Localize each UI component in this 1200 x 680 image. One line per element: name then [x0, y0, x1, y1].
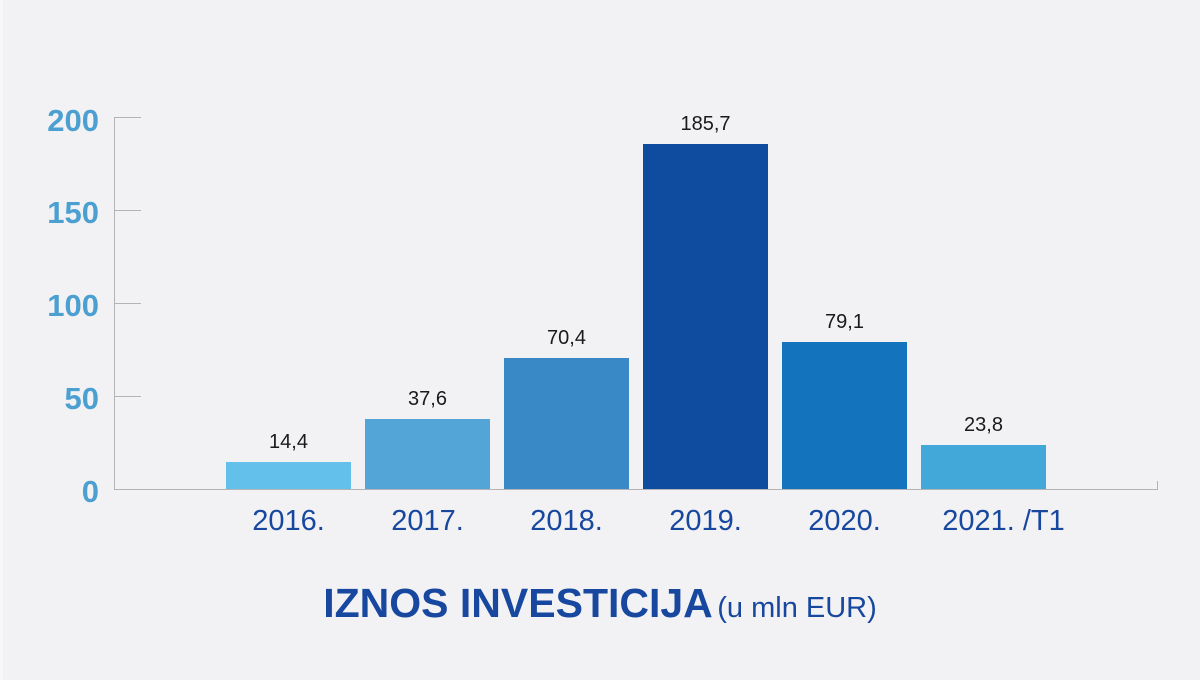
- chart-title: IZNOS INVESTICIJA (u mln EUR): [0, 583, 1200, 624]
- y-tick-label: 200: [47, 103, 99, 138]
- x-axis-end-tick: [1157, 481, 1158, 490]
- bar-2016: [226, 462, 351, 489]
- chart-title-unit: (u mln EUR): [717, 592, 877, 624]
- x-tick-label: 2020.: [808, 505, 881, 537]
- x-axis-line: [114, 489, 1158, 490]
- y-tick-label: 50: [64, 381, 99, 416]
- x-tick-label: 2018.: [530, 505, 603, 537]
- value-label: 37,6: [408, 388, 447, 410]
- value-label: 70,4: [547, 327, 586, 349]
- value-label: 14,4: [269, 431, 308, 453]
- bar-2021-t1: [921, 445, 1046, 489]
- chart-title-main: IZNOS INVESTICIJA: [323, 580, 713, 626]
- y-tick-200: [114, 117, 141, 118]
- y-tick-label: 150: [47, 195, 99, 230]
- value-label: 185,7: [680, 113, 731, 135]
- x-tick-label: 2019.: [669, 505, 742, 537]
- y-tick-100: [114, 303, 141, 304]
- value-label: 79,1: [825, 311, 864, 333]
- bar-2018: [504, 358, 629, 489]
- x-tick-label: 2021. /T1: [942, 505, 1065, 537]
- x-tick-label: 2016.: [252, 505, 325, 537]
- value-label: 23,8: [964, 414, 1003, 436]
- y-tick-50: [114, 396, 141, 397]
- bar-2017: [365, 419, 490, 489]
- bar-2020: [782, 342, 907, 489]
- y-tick-150: [114, 210, 141, 211]
- bar-2019: [643, 144, 768, 489]
- left-edge-strip: [0, 0, 3, 680]
- x-tick-label: 2017.: [391, 505, 464, 537]
- y-tick-0: [114, 489, 141, 490]
- y-tick-label: 0: [81, 474, 99, 509]
- y-tick-label: 100: [47, 288, 99, 323]
